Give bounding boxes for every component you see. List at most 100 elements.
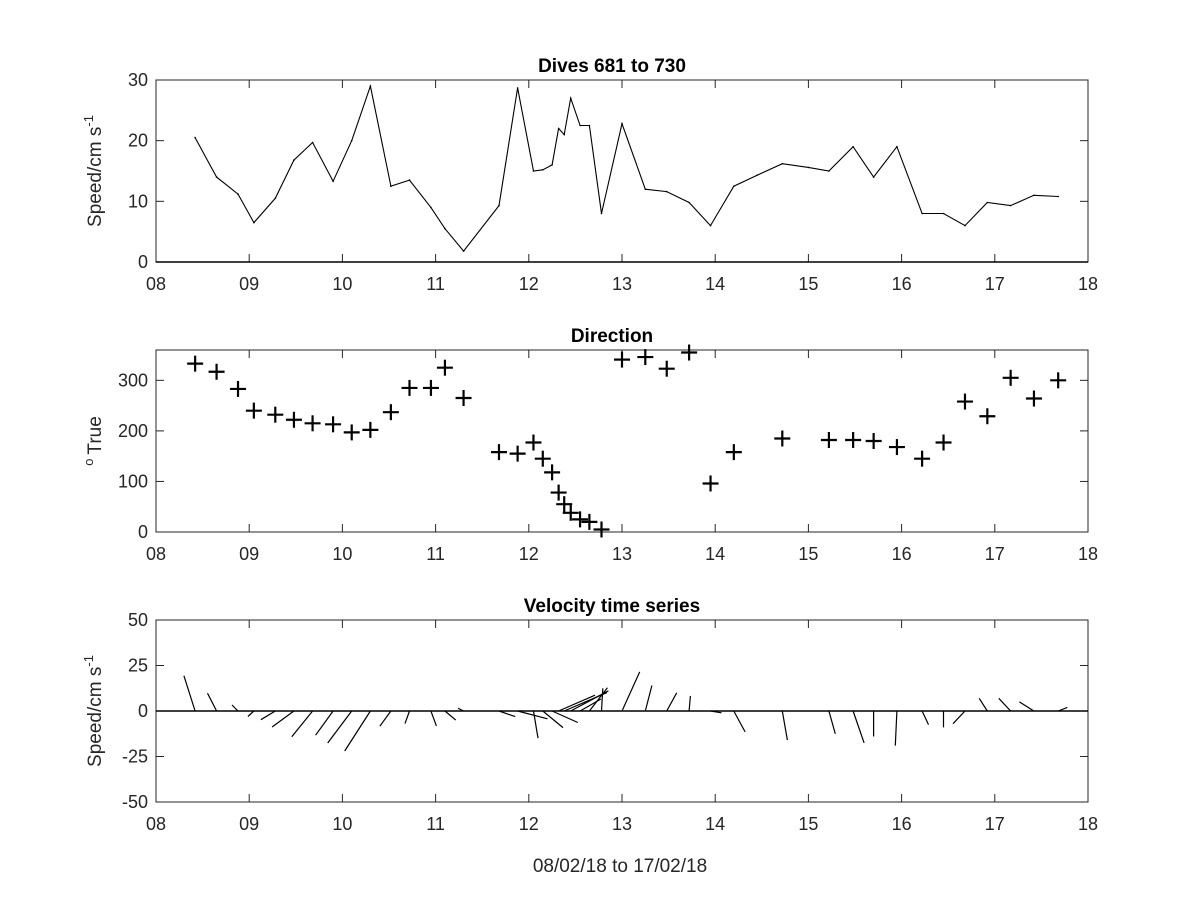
velocity-stick (542, 710, 564, 729)
direction-marker (187, 355, 204, 372)
velocity-stick (327, 710, 353, 744)
speed-x-tick-label: 14 (705, 274, 725, 294)
direction-marker (845, 431, 862, 448)
speed-x-tick-label: 08 (146, 274, 166, 294)
velocity-stick (894, 710, 898, 746)
speed-data-point (390, 185, 392, 187)
direction-marker (1050, 372, 1067, 389)
direction-marker (614, 351, 630, 368)
direction-x-tick-label: 13 (612, 544, 632, 564)
velocity-stick (404, 710, 411, 724)
direction-marker (208, 363, 225, 380)
direction-marker (820, 431, 837, 448)
speed-data-point (733, 185, 735, 187)
speed-x-tick-label: 13 (612, 274, 632, 294)
direction-marker (725, 444, 742, 461)
speed-data-point (828, 170, 830, 172)
speed-x-tick-label: 15 (798, 274, 818, 294)
speed-data-point (551, 164, 553, 166)
velocity-stick (978, 697, 988, 712)
velocity-y-axis-label: Speed/cm s-1 (81, 655, 106, 767)
velocity-stick (688, 695, 691, 712)
speed-y-tick-label: 0 (138, 252, 148, 272)
direction-marker (865, 433, 882, 449)
speed-data-point (942, 212, 945, 215)
velocity-y-axis-superscript: -1 (81, 655, 96, 667)
speed-data-point (569, 97, 572, 99)
velocity-stick (621, 671, 641, 712)
velocity-y-tick-label: 0 (138, 701, 148, 721)
velocity-x-tick-label: 17 (985, 814, 1005, 834)
direction-marker (509, 445, 526, 462)
direction-marker (285, 411, 302, 428)
speed-data-point (557, 127, 560, 130)
direction-y-axis-label: o True (81, 416, 106, 466)
velocity-stick (998, 697, 1012, 712)
speed-data-point (253, 221, 255, 224)
velocity-stick (644, 685, 653, 712)
direction-marker (325, 416, 342, 433)
direction-x-tick-label: 12 (519, 544, 539, 564)
velocity-stick (666, 692, 678, 712)
velocity-stick (260, 710, 276, 721)
speed-data-point (688, 201, 690, 204)
direction-marker (914, 450, 931, 467)
direction-y-tick-label: 200 (118, 421, 148, 441)
speed-y-tick-label: 20 (128, 131, 148, 151)
speed-data-point (293, 159, 295, 161)
direction-marker (304, 415, 321, 432)
speed-y-tick-label: 10 (128, 191, 148, 211)
speed-x-tick-label: 09 (239, 274, 259, 294)
direction-x-tick-label: 11 (426, 544, 445, 564)
speed-data-point (579, 124, 581, 127)
velocity-stick (558, 694, 596, 712)
direction-marker (343, 424, 360, 441)
speed-data-point (350, 139, 353, 142)
speed-data-point (532, 170, 535, 172)
speed-data-point (311, 141, 314, 144)
direction-marker (525, 434, 542, 451)
velocity-stick (498, 710, 516, 718)
speed-data-point (872, 176, 875, 178)
speed-data-point (194, 136, 196, 139)
direction-y-axis-label-text: True (85, 416, 106, 454)
velocity-x-tick-label: 11 (426, 814, 445, 834)
velocity-stick (444, 710, 457, 721)
velocity-stick (781, 710, 788, 741)
direction-title: Direction (571, 326, 653, 347)
velocity-stick (710, 710, 722, 714)
speed-data-point (444, 227, 446, 230)
direction-marker (572, 511, 589, 528)
velocity-stick (952, 710, 966, 725)
direction-marker (1025, 390, 1042, 407)
speed-data-point (756, 174, 758, 176)
direction-marker (979, 408, 996, 425)
speed-y-axis-superscript: -1 (81, 115, 96, 127)
speed-data-point (430, 206, 432, 209)
velocity-y-axis-label-text: Speed/cm s (85, 667, 106, 767)
direction-marker (245, 402, 262, 419)
speed-data-point (896, 145, 898, 148)
x-axis-label: 08/02/18 to 17/02/18 (533, 856, 707, 877)
direction-x-tick-label: 15 (798, 544, 818, 564)
speed-data-point (462, 250, 465, 252)
speed-data-point (215, 176, 218, 178)
direction-marker (230, 380, 247, 397)
velocity-stick (532, 710, 539, 739)
speed-y-axis-label-text: Speed/cm s (85, 127, 106, 227)
velocity-y-tick-label: -25 (122, 747, 148, 767)
velocity-stick (1057, 706, 1068, 712)
velocity-stick (1019, 701, 1035, 712)
speed-data-point (1057, 195, 1059, 198)
speed-data-point (807, 166, 810, 169)
speed-data-point (852, 145, 854, 148)
speed-data-point (781, 162, 784, 165)
velocity-x-tick-label: 12 (519, 814, 539, 834)
direction-x-tick-label: 10 (332, 544, 352, 564)
direction-marker (681, 344, 698, 361)
direction-x-tick-label: 09 (239, 544, 259, 564)
direction-marker (774, 430, 791, 447)
speed-data-point (542, 169, 544, 171)
velocity-stick (517, 710, 548, 720)
direction-y-tick-label: 0 (138, 522, 148, 542)
